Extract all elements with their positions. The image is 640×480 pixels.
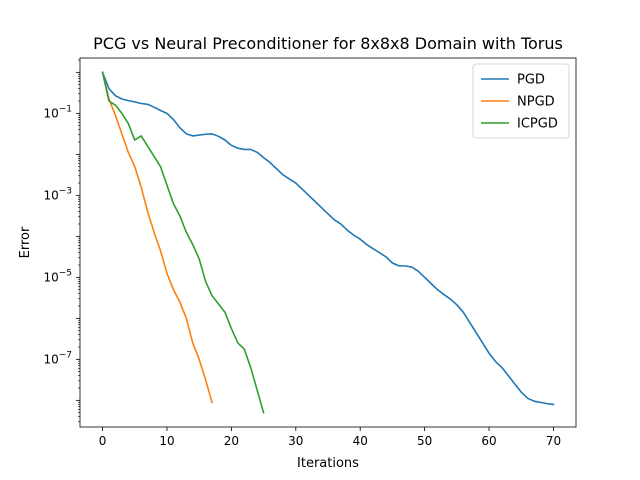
y-axis: 10−1 10−3 10−5 10−7 <box>43 59 80 423</box>
legend: PGD NPGD ICPGD <box>472 63 570 139</box>
y-tick-label: 10−5 <box>43 268 72 284</box>
series-line-npgd <box>101 71 214 404</box>
x-tick-label: 60 <box>481 434 496 448</box>
x-tick-label: 30 <box>288 434 303 448</box>
legend-label-icpgd: ICPGD <box>517 117 558 132</box>
y-axis-label: Error <box>18 226 33 258</box>
y-tick-label: 10−1 <box>43 104 72 120</box>
x-axis: 0 10 20 30 40 50 60 70 <box>99 427 561 448</box>
series-line-icpgd <box>101 71 265 414</box>
series-line-pgd <box>101 71 555 406</box>
y-tick-label: 10−7 <box>43 350 72 366</box>
x-tick-label: 40 <box>353 434 368 448</box>
chart-title: PCG vs Neural Preconditioner for 8x8x8 D… <box>93 34 563 53</box>
x-tick-label: 70 <box>546 434 561 448</box>
x-axis-label: Iterations <box>297 456 359 471</box>
x-tick-label: 0 <box>99 434 107 448</box>
legend-label-pgd: PGD <box>517 73 545 88</box>
x-tick-label: 20 <box>224 434 239 448</box>
legend-label-npgd: NPGD <box>517 95 555 110</box>
legend-box <box>472 63 570 139</box>
series-layer <box>101 71 555 414</box>
y-tick-label: 10−3 <box>43 186 72 202</box>
x-tick-label: 50 <box>417 434 432 448</box>
x-tick-label: 10 <box>159 434 174 448</box>
